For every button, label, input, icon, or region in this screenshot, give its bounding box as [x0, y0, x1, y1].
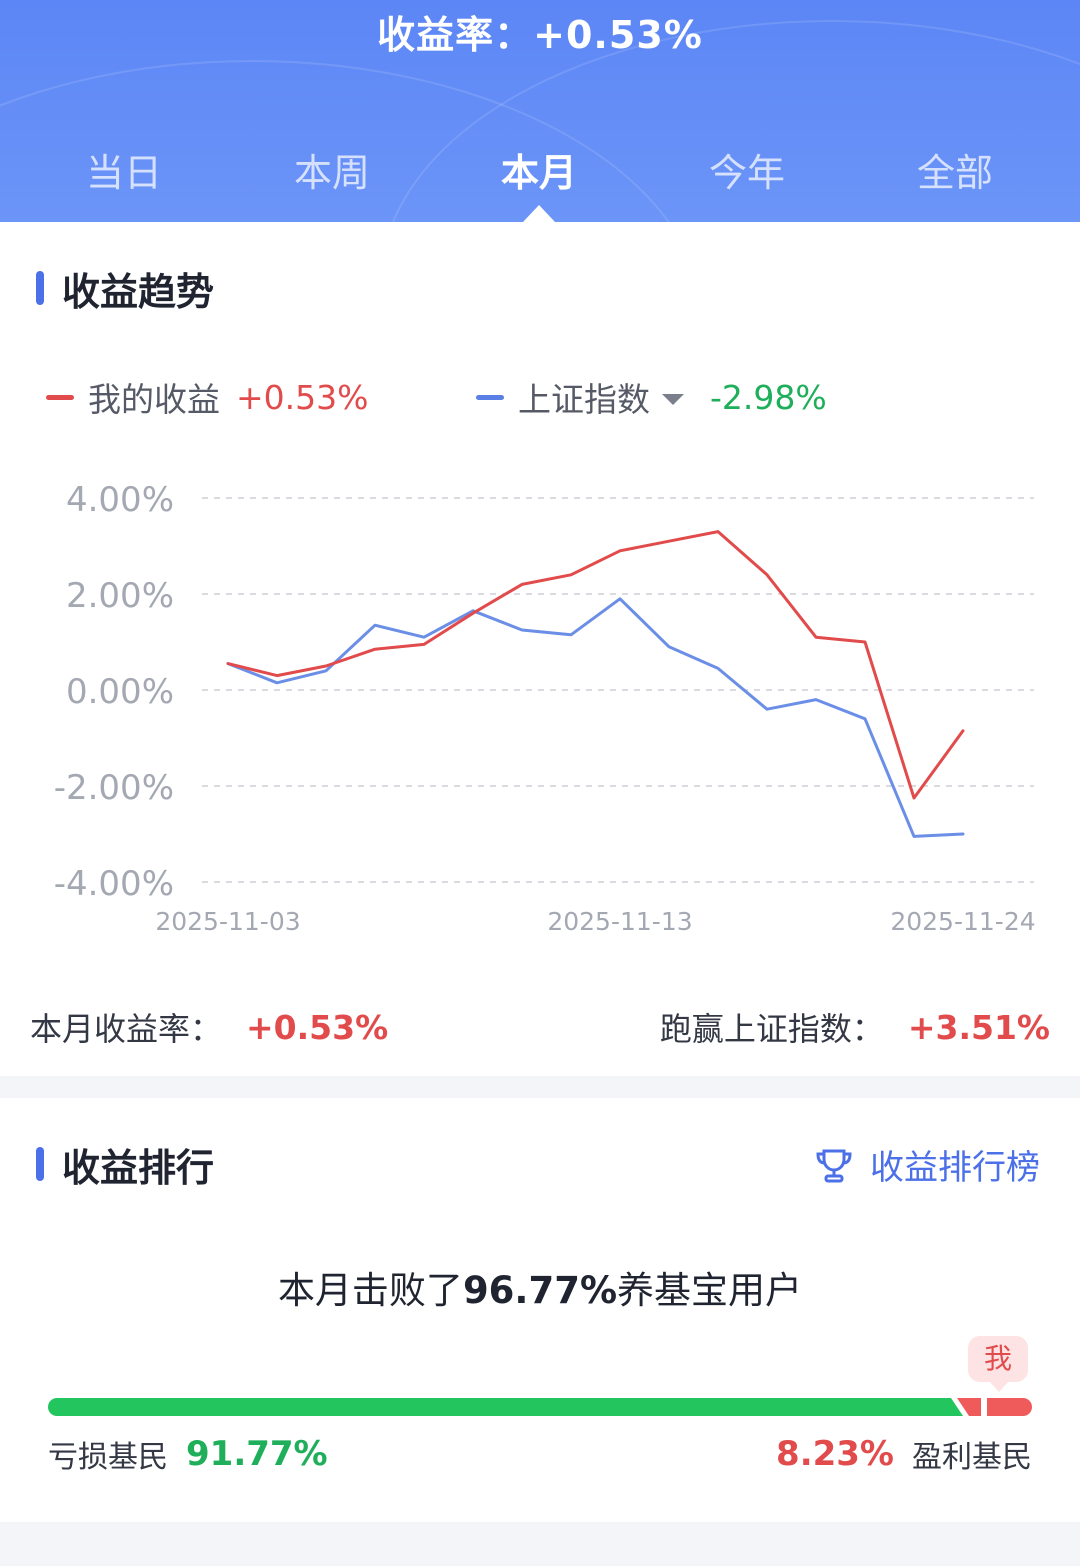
legend-index-label: 上证指数: [518, 380, 650, 419]
loss-summary: 亏损基民 91.77%: [48, 1432, 328, 1476]
series-line-index: [226, 597, 965, 838]
legend-index-selector[interactable]: 上证指数 -2.98%: [476, 372, 827, 422]
beat-index-value: +3.51%: [907, 1007, 1050, 1047]
y-tick-label: 2.00%: [66, 576, 174, 616]
month-return-value: +0.53%: [246, 1007, 389, 1047]
loss-value: 91.77%: [186, 1434, 328, 1474]
legend-mine: 我的收益 +0.53%: [46, 372, 368, 422]
legend-mine-label: 我的收益: [88, 380, 220, 419]
section-accent-bar: [36, 271, 44, 305]
caret-down-icon: [662, 393, 684, 405]
tab-all[interactable]: 全部: [916, 151, 993, 195]
legend-line-mine: [46, 394, 74, 400]
legend-mine-value: +0.53%: [236, 377, 369, 417]
ranking-list-label: 收益排行榜: [870, 1148, 1040, 1188]
profit-label: 盈利基民: [912, 1440, 1032, 1475]
y-tick-label: 0.00%: [66, 672, 174, 712]
trend-section-title: 收益趋势: [36, 266, 214, 314]
period-tabs: 当日 本周 本月 今年 全部: [0, 142, 1080, 202]
loss-label: 亏损基民: [48, 1440, 168, 1475]
header-rate: 收益率：+0.53%: [377, 13, 703, 57]
section-accent-bar: [36, 1147, 44, 1181]
trend-card: [0, 222, 1080, 1076]
loss-bar-segment: [48, 1398, 964, 1416]
profit-value: 8.23%: [776, 1434, 894, 1474]
tab-week[interactable]: 本周: [293, 151, 370, 195]
legend-index-value: -2.98%: [710, 377, 827, 417]
legend-line-index: [476, 394, 504, 400]
header-banner: 收益率：+0.53% 当日 本周 本月 今年 全部: [0, 0, 1080, 222]
profit-summary: 8.23% 盈利基民: [776, 1432, 1032, 1476]
tab-month[interactable]: 本月: [500, 151, 577, 195]
trend-chart: 4.00% 2.00% 0.00% -2.00% -4.00% 2025-11-03 202…: [54, 480, 1036, 936]
y-tick-label: 4.00%: [66, 480, 174, 520]
beat-index-label: 跑赢上证指数：: [659, 1010, 884, 1048]
trend-title: 收益趋势: [62, 269, 215, 314]
me-bar-segment: [957, 1398, 982, 1416]
beat-index-summary: 跑赢上证指数： +3.51%: [660, 1004, 1050, 1050]
month-return-summary: 本月收益率： +0.53%: [30, 1004, 388, 1050]
y-tick-label: -2.00%: [54, 768, 174, 808]
series-line-mine: [226, 530, 965, 800]
month-return-label: 本月收益率：: [30, 1010, 223, 1048]
trophy-icon: [816, 1149, 852, 1182]
ranking-section-title: 收益排行: [36, 1142, 214, 1190]
x-tick-label: 2025-11-13: [547, 907, 692, 936]
x-tick-label: 2025-11-03: [155, 907, 300, 936]
ranking-list-link[interactable]: 收益排行榜: [814, 1140, 1040, 1189]
ranking-card: [0, 1098, 1080, 1522]
profit-bar-segment: [987, 1398, 1032, 1416]
loss-profit-bar: [48, 1398, 1032, 1416]
me-marker: 我: [968, 1336, 1028, 1392]
active-tab-caret: [523, 205, 555, 222]
ranking-title: 收益排行: [62, 1145, 215, 1190]
beat-prefix: 本月击败了: [277, 1269, 463, 1312]
beat-suffix: 养基宝用户: [617, 1269, 803, 1312]
y-tick-label: -4.00%: [54, 864, 174, 904]
x-tick-label: 2025-11-24: [890, 907, 1035, 936]
tab-year[interactable]: 今年: [708, 151, 785, 195]
tab-today[interactable]: 当日: [85, 151, 162, 195]
beat-users-text: 本月击败了96.77%养基宝用户: [0, 1260, 1080, 1314]
beat-percent: 96.77%: [462, 1269, 618, 1312]
